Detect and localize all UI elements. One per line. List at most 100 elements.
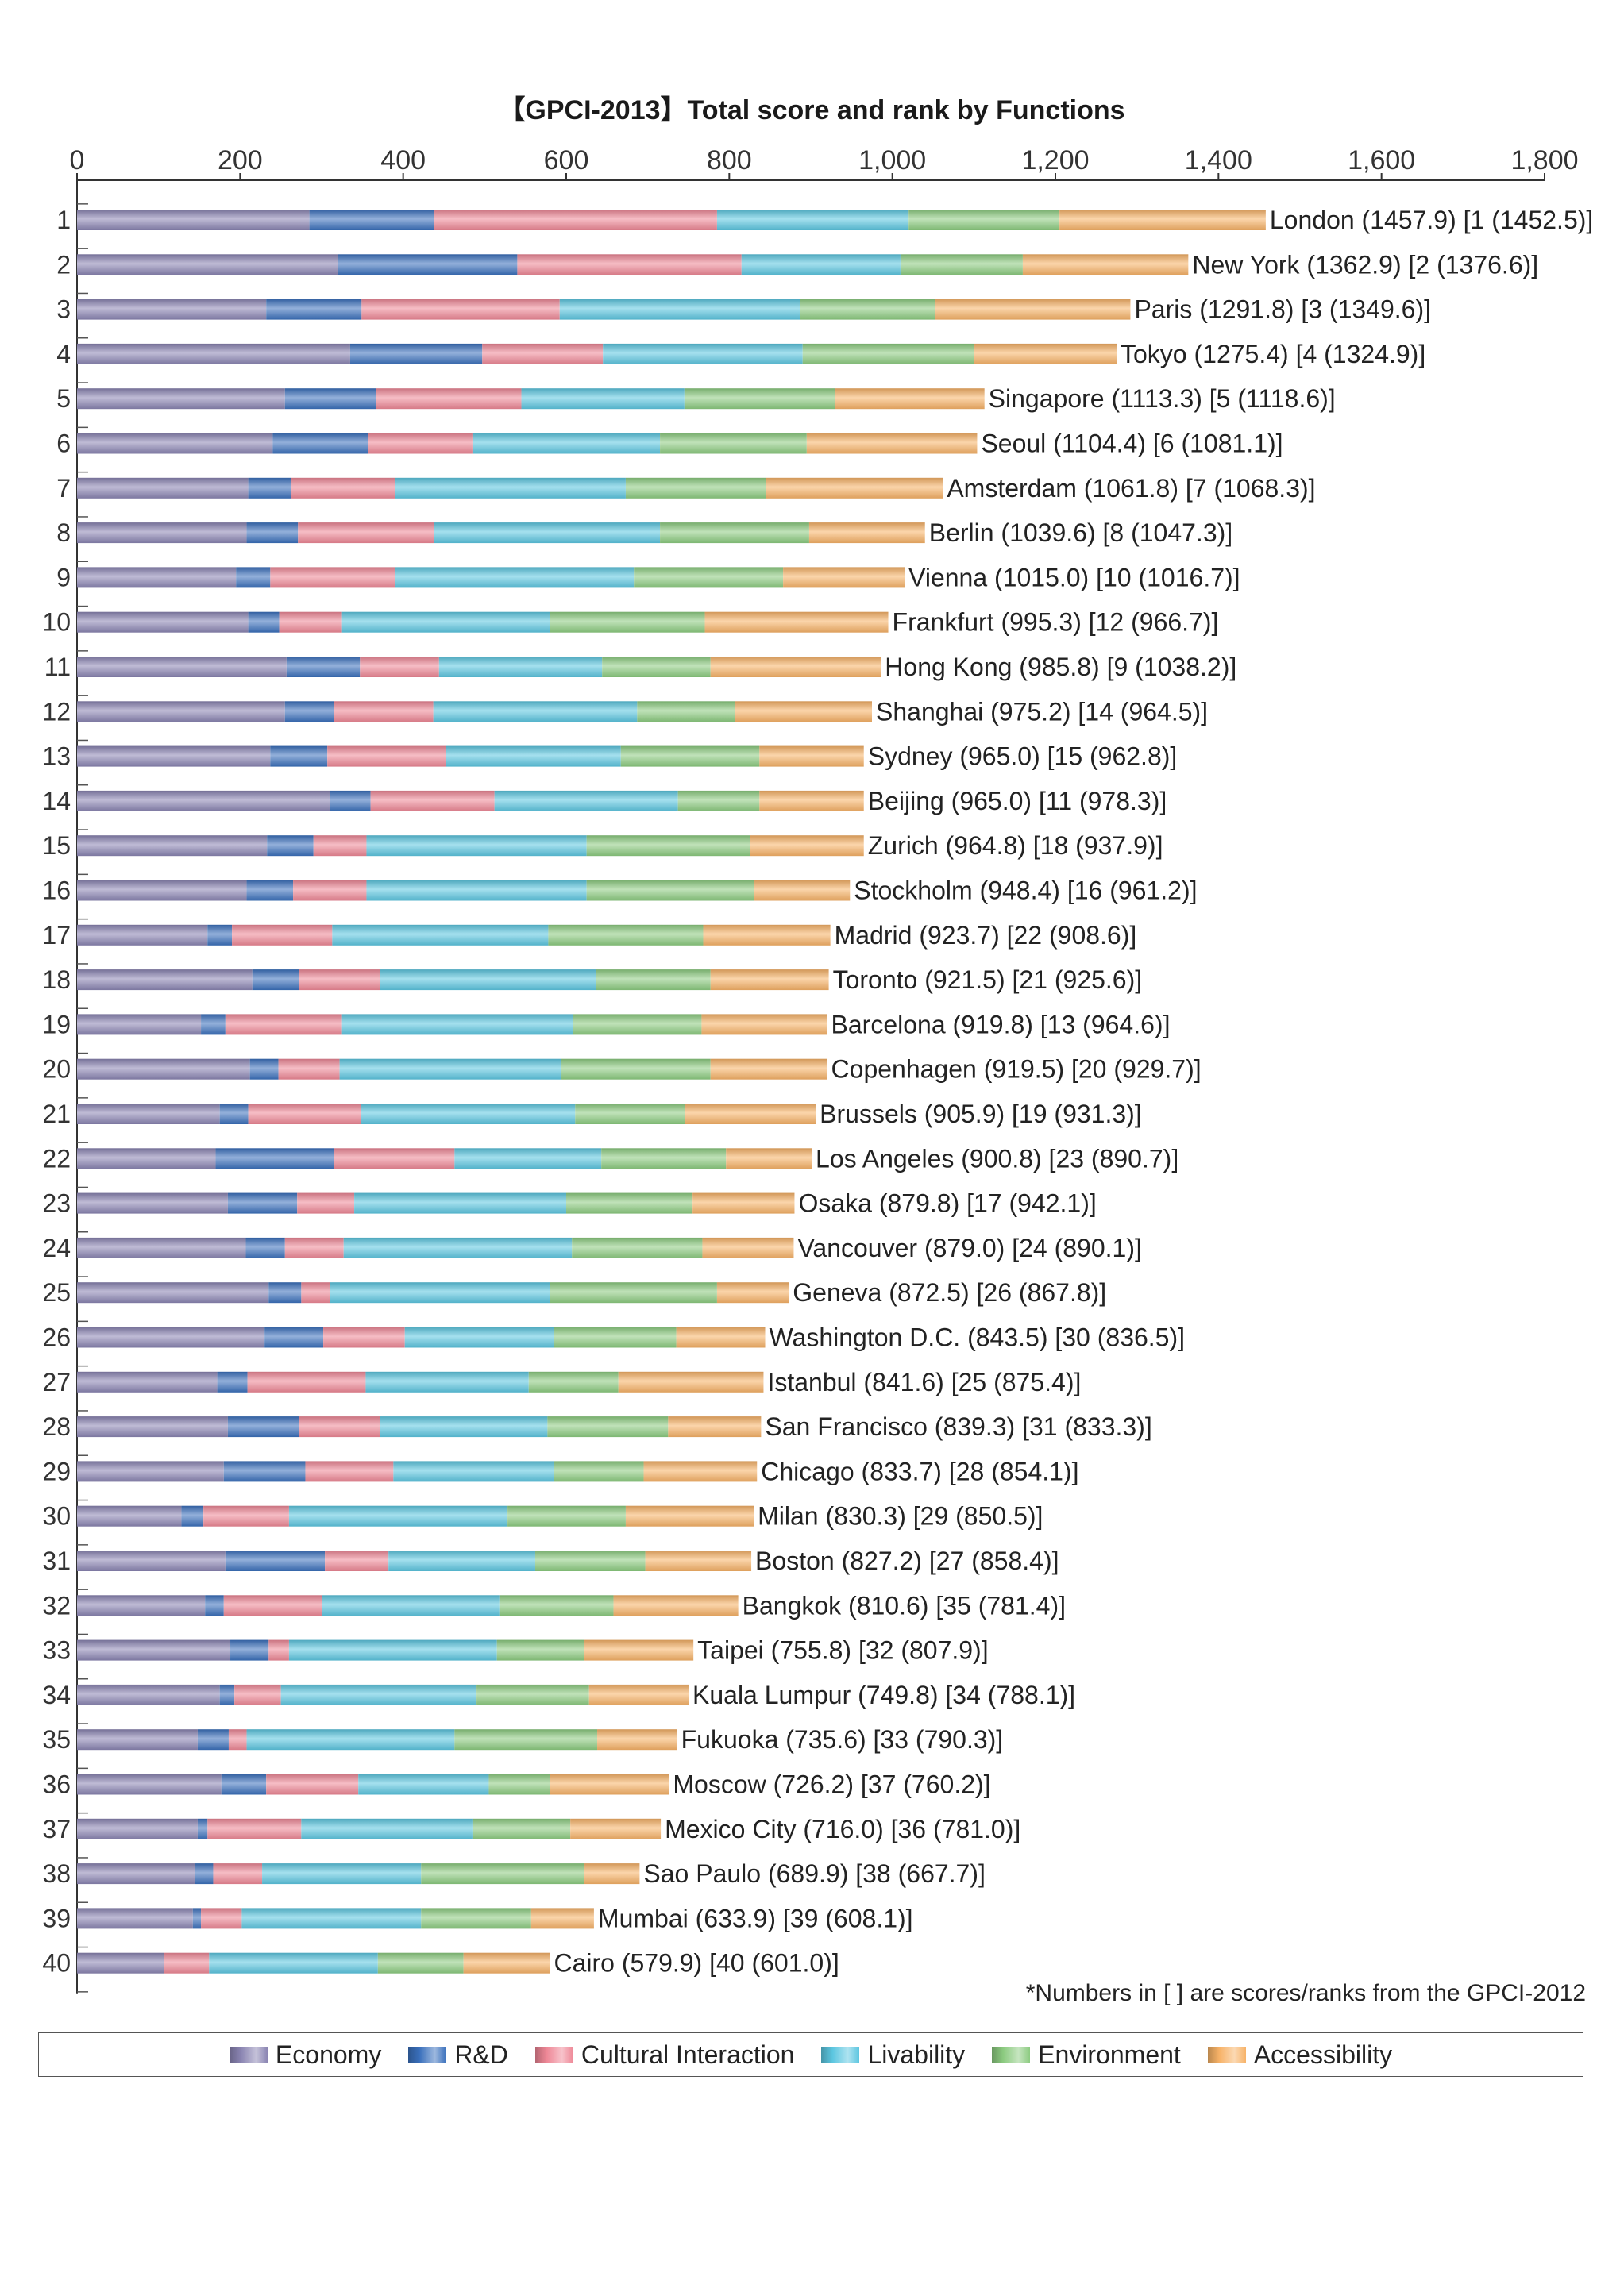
rank-label: 10 <box>42 608 71 637</box>
bar-segment-economy <box>77 477 249 499</box>
legend-label: Cultural Interaction <box>581 2040 795 2069</box>
bar-segment-livability <box>366 835 587 857</box>
bar-segment-economy <box>77 969 253 991</box>
legend: Economy R&D Cultural Interaction Livability… <box>38 2032 1583 2077</box>
bar-segment-livability <box>246 1729 455 1751</box>
bar-segment-environment <box>534 1551 646 1571</box>
bar-segment-accessibility <box>726 1148 812 1169</box>
bar-row: 36 Moscow (726.2) [37 (760.2)] <box>42 1770 990 1799</box>
bar-segment-cultural-interaction <box>278 1058 340 1080</box>
bar-segment-r-d <box>286 657 361 677</box>
bar-row: 28 San Francisco (839.3) [31 (833.3)] <box>42 1412 1151 1441</box>
bar-segment-accessibility <box>692 1192 795 1214</box>
bar-segment-accessibility <box>935 299 1131 320</box>
bar-segment-accessibility <box>735 701 872 722</box>
bar-row: 26 Washington D.C. (843.5) [30 (836.5)] <box>42 1323 1185 1352</box>
bar-segment-economy <box>77 1327 265 1348</box>
bar-segment-livability <box>494 790 678 811</box>
bar-segment-environment <box>677 790 760 811</box>
bar-value-label: Mumbai (633.9) [39 (608.1)] <box>598 1904 913 1932</box>
rank-label: 24 <box>42 1234 71 1262</box>
rank-label: 13 <box>42 742 71 771</box>
bar-segment-accessibility <box>530 1908 594 1929</box>
bar-segment-economy <box>77 924 208 946</box>
rank-label: 30 <box>42 1502 71 1531</box>
bar-segment-livability <box>301 1818 473 1839</box>
bar-value-label: Toronto (921.5) [21 (925.6)] <box>833 965 1143 994</box>
bar-segment-r-d <box>349 343 483 364</box>
bar-row: 35 Fukuoka (735.6) [33 (790.3)] <box>42 1725 1003 1754</box>
bar-segment-livability <box>393 1461 554 1482</box>
bar-segment-environment <box>554 1327 677 1348</box>
legend-label: Livability <box>867 2040 966 2069</box>
bar-segment-cultural-interaction <box>305 1461 394 1482</box>
bar-value-label: Taipei (755.8) [32 (807.9)] <box>697 1636 988 1665</box>
bar-value-label: Copenhagen (919.5) [20 (929.7)] <box>831 1055 1202 1084</box>
bar-segment-livability <box>741 254 901 275</box>
bar-segment-r-d <box>246 880 294 901</box>
rank-label: 1 <box>56 206 71 234</box>
bar-segment-environment <box>586 835 750 857</box>
bar-segment-environment <box>454 1729 598 1751</box>
bar-row: 13 Sydney (965.0) [15 (962.8)] <box>42 742 1177 771</box>
bar-segment-cultural-interaction <box>334 1148 455 1169</box>
bar-segment-livability <box>521 388 685 410</box>
rank-label: 14 <box>42 787 71 815</box>
bar-segment-livability <box>280 1684 477 1705</box>
rank-label: 32 <box>42 1591 71 1620</box>
bar-value-label: Frankfurt (995.3) [12 (966.7)] <box>893 608 1219 637</box>
bar-segment-accessibility <box>710 1058 827 1080</box>
bar-segment-cultural-interaction <box>313 835 367 857</box>
bar-value-label: Geneva (872.5) [26 (867.8)] <box>793 1278 1106 1307</box>
x-tick-label: 1,800 <box>1510 145 1578 175</box>
bar-segment-cultural-interaction <box>228 1729 247 1751</box>
bar-segment-environment <box>637 701 735 722</box>
bar-row: 40 Cairo (579.9) [40 (601.0)] <box>42 1949 839 1978</box>
bar-segment-cultural-interaction <box>299 969 380 991</box>
x-tick-label: 200 <box>218 145 263 175</box>
bar-segment-livability <box>716 210 909 230</box>
bar-segment-accessibility <box>643 1461 758 1482</box>
bar-segment-r-d <box>284 701 334 722</box>
bar-value-label: Milan (830.3) [29 (850.5)] <box>758 1502 1043 1531</box>
bar-segment-cultural-interaction <box>327 745 446 767</box>
rank-label: 26 <box>42 1323 71 1352</box>
bar-segment-cultural-interaction <box>517 254 742 275</box>
rank-label: 16 <box>42 876 71 905</box>
legend-label: Accessibility <box>1253 2040 1393 2069</box>
bar-segment-economy <box>77 1505 182 1527</box>
bar-segment-r-d <box>197 1729 229 1751</box>
rank-label: 34 <box>42 1681 71 1709</box>
bar-segment-environment <box>550 611 705 633</box>
bar-value-label: Los Angeles (900.8) [23 (890.7)] <box>816 1144 1178 1173</box>
bar-segment-livability <box>332 924 549 946</box>
legend-label: Environment <box>1038 2040 1181 2069</box>
bar-segment-economy <box>77 567 237 588</box>
bar-segment-cultural-interaction <box>297 1192 355 1214</box>
bar-segment-r-d <box>230 1639 269 1661</box>
bar-segment-environment <box>499 1595 614 1616</box>
rank-label: 5 <box>56 384 71 413</box>
bar-row: 32 Bangkok (810.6) [35 (781.4)] <box>42 1591 1066 1620</box>
bar-segment-environment <box>660 522 809 544</box>
bar-segment-environment <box>566 1192 693 1214</box>
bar-segment-cultural-interaction <box>268 1639 289 1661</box>
bar-segment-environment <box>572 1237 703 1258</box>
bar-segment-livability <box>343 1237 573 1258</box>
bar-segment-accessibility <box>759 745 864 767</box>
bar-segment-livability <box>395 567 635 588</box>
bar-segment-r-d <box>236 567 271 588</box>
bar-segment-accessibility <box>625 1505 754 1527</box>
bar-row: 21 Brussels (905.9) [19 (931.3)] <box>42 1100 1141 1128</box>
bar-segment-accessibility <box>974 343 1117 364</box>
rank-label: 8 <box>56 518 71 547</box>
bar-segment-livability <box>365 1371 529 1393</box>
bar-value-label: Vienna (1015.0) [10 (1016.7)] <box>908 563 1240 591</box>
bar-segment-livability <box>454 1148 602 1169</box>
bar-segment-environment <box>528 1371 619 1393</box>
bar-segment-environment <box>573 1014 702 1035</box>
bar-segment-cultural-interaction <box>325 1551 389 1571</box>
bar-segment-r-d <box>197 1818 208 1839</box>
bar-segment-livability <box>603 343 803 364</box>
rank-label: 3 <box>56 295 71 324</box>
